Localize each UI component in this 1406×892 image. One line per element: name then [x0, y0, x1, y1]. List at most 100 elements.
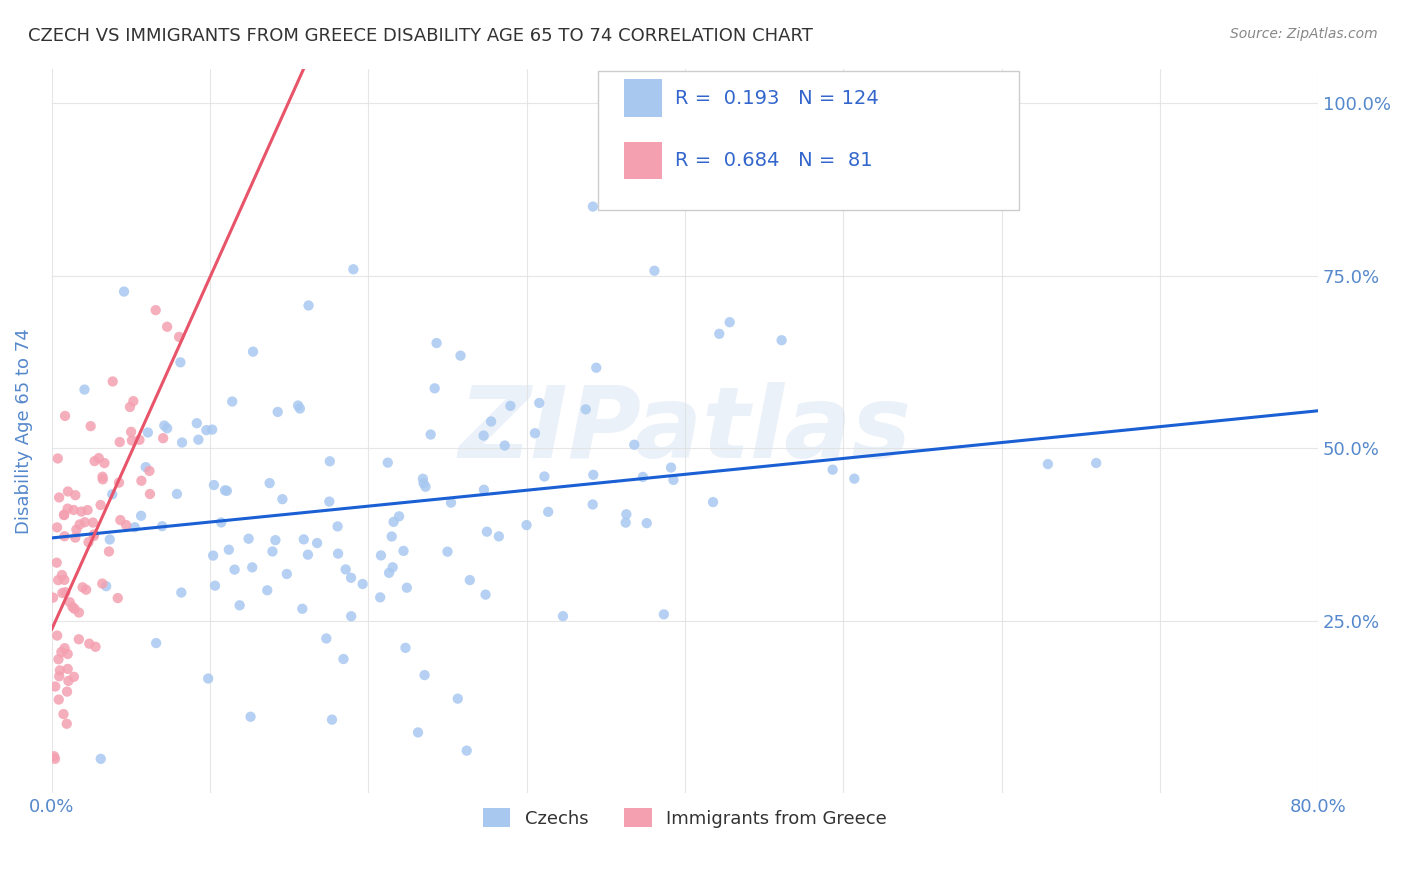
Point [166, 487, 188, 501]
Point [65, 523, 87, 537]
Point [533, 469, 555, 483]
Point [167, 330, 190, 344]
Text: R =  0.193   N = 124: R = 0.193 N = 124 [675, 88, 879, 108]
Point [115, 518, 138, 533]
Point [53, 508, 76, 522]
Point [93, 456, 115, 470]
Point [46, 520, 69, 534]
Point [614, 516, 637, 530]
Point [450, 349, 472, 363]
Point [156, 319, 179, 334]
Point [419, 427, 441, 442]
Point [456, 744, 478, 758]
Point [204, 579, 226, 593]
Point [48, 669, 70, 683]
Point [288, 401, 311, 416]
Point [659, 460, 682, 475]
Point [153, 418, 176, 433]
Point [307, 536, 329, 550]
Point [256, 583, 278, 598]
Point [479, 415, 502, 429]
Point [326, 519, 349, 533]
Point [51, 645, 73, 659]
Point [287, 399, 309, 413]
Point [62, 503, 84, 517]
Point [42, 591, 65, 605]
Point [75, 582, 97, 597]
Point [412, 476, 434, 491]
Point [44, 680, 66, 694]
Point [90, 752, 112, 766]
Point [90, 498, 112, 512]
Point [458, 573, 481, 587]
Point [529, 396, 551, 410]
Point [73, 383, 96, 397]
Point [614, 508, 637, 522]
Point [844, 472, 866, 486]
Point [69, 517, 91, 532]
Point [45, 556, 67, 570]
Point [239, 710, 262, 724]
Point [135, 460, 157, 475]
Point [297, 548, 319, 562]
Point [382, 515, 405, 529]
Point [46, 451, 69, 466]
Point [326, 547, 349, 561]
Point [494, 438, 516, 452]
Point [79, 419, 101, 434]
Point [523, 426, 546, 441]
Point [72, 580, 94, 594]
Point [118, 400, 141, 414]
Point [145, 303, 167, 318]
Point [585, 360, 607, 375]
Point [98, 533, 121, 547]
Point [63, 670, 86, 684]
Point [264, 533, 287, 548]
Point [110, 513, 132, 527]
Point [202, 549, 225, 563]
Point [98, 544, 121, 558]
Text: ZIPatlas: ZIPatlas [458, 383, 911, 479]
Point [447, 691, 470, 706]
Point [291, 601, 314, 615]
Point [221, 394, 243, 409]
Point [56, 484, 79, 499]
Point [224, 563, 246, 577]
Point [67, 606, 90, 620]
Point [91, 469, 114, 483]
Point [381, 529, 404, 543]
Point [631, 470, 654, 484]
Point [202, 478, 225, 492]
Point [488, 529, 510, 543]
Point [377, 456, 399, 470]
Point [297, 298, 319, 312]
Point [187, 433, 209, 447]
Point [63, 601, 86, 615]
Point [56, 684, 79, 698]
Point [96, 579, 118, 593]
Point [413, 668, 436, 682]
Point [332, 652, 354, 666]
Point [65, 531, 87, 545]
Point [1085, 456, 1108, 470]
Point [56, 662, 79, 676]
Point [415, 480, 437, 494]
Point [378, 566, 401, 580]
Point [395, 581, 418, 595]
Point [643, 264, 665, 278]
Point [197, 672, 219, 686]
Point [218, 542, 240, 557]
Point [262, 544, 284, 558]
Point [53, 529, 76, 543]
Point [42, 749, 65, 764]
Point [201, 423, 224, 437]
Point [342, 262, 364, 277]
Point [423, 381, 446, 395]
Point [242, 344, 264, 359]
Point [321, 713, 343, 727]
Point [575, 402, 598, 417]
Point [49, 664, 72, 678]
Point [139, 487, 162, 501]
Point [101, 375, 124, 389]
Point [53, 409, 76, 423]
